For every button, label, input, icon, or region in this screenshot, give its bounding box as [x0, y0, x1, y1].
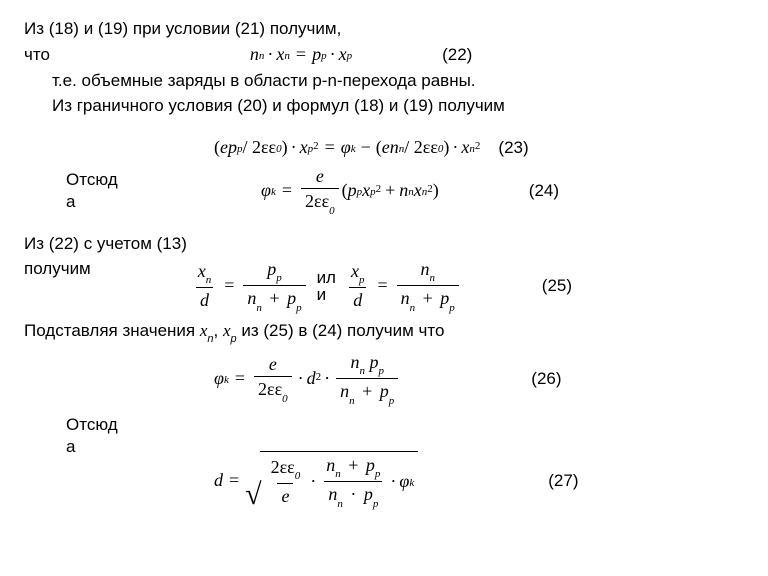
line-eq25: получим xn d = pp nn + pp ил и xp [24, 258, 744, 314]
eqnum-23: (23) [498, 137, 528, 158]
eqnum-22: (22) [442, 44, 472, 65]
eqnum-24: (24) [529, 180, 559, 201]
eqnum-26: (26) [531, 368, 561, 389]
line-eq26: φk = e 2εε0 · d2 · nn pp nn + pp [24, 351, 744, 407]
formula-24: φk = e 2εε0 ( pp xp2 + nn xn2 ) [261, 165, 439, 217]
formula-25a: xn d = pp nn + pp [191, 258, 309, 314]
formula-25b: xp d = nn nn + pp [344, 258, 462, 314]
line-eq22: что nn · xn = pp · xp (22) [24, 43, 744, 66]
para-1-line-1: Из (18) и (19) при условии (21) получим, [24, 18, 744, 39]
para-4-line-1: Из (22) с учетом (13) [24, 233, 744, 254]
label-ili: ил и [309, 269, 344, 303]
page: Из (18) и (19) при условии (21) получим,… [0, 0, 768, 576]
para-5: Подставляя значения xn, xp из (25) в (24… [24, 320, 744, 345]
para-1-line-2: что [24, 44, 50, 65]
label-otsuda-1: Отсюд а [66, 169, 141, 212]
formula-27: d = √ 2εε0 e · nn + pp [214, 451, 418, 510]
formula-23: (epp / 2εε0) · xp2 = φk − (enn / 2εε0) ·… [214, 136, 480, 159]
line-eq27: d = √ 2εε0 e · nn + pp [24, 451, 744, 510]
formula-22: nn · xn = pp · xp [250, 43, 352, 66]
eqnum-25: (25) [542, 275, 572, 296]
formula-26: φk = e 2εε0 · d2 · nn pp nn + pp [214, 351, 401, 407]
para-2: т.е. объемные заряды в области p-n-перех… [24, 70, 744, 91]
para-4-line-2: получим [24, 258, 91, 279]
para-3: Из граничного условия (20) и формул (18)… [24, 95, 744, 116]
eqnum-27: (27) [548, 470, 578, 491]
line-eq23: (epp / 2εε0) · xp2 = φk − (enn / 2εε0) ·… [24, 136, 744, 159]
line-eq24: Отсюд а φk = e 2εε0 ( pp xp2 + nn xn2 ) … [24, 165, 744, 217]
